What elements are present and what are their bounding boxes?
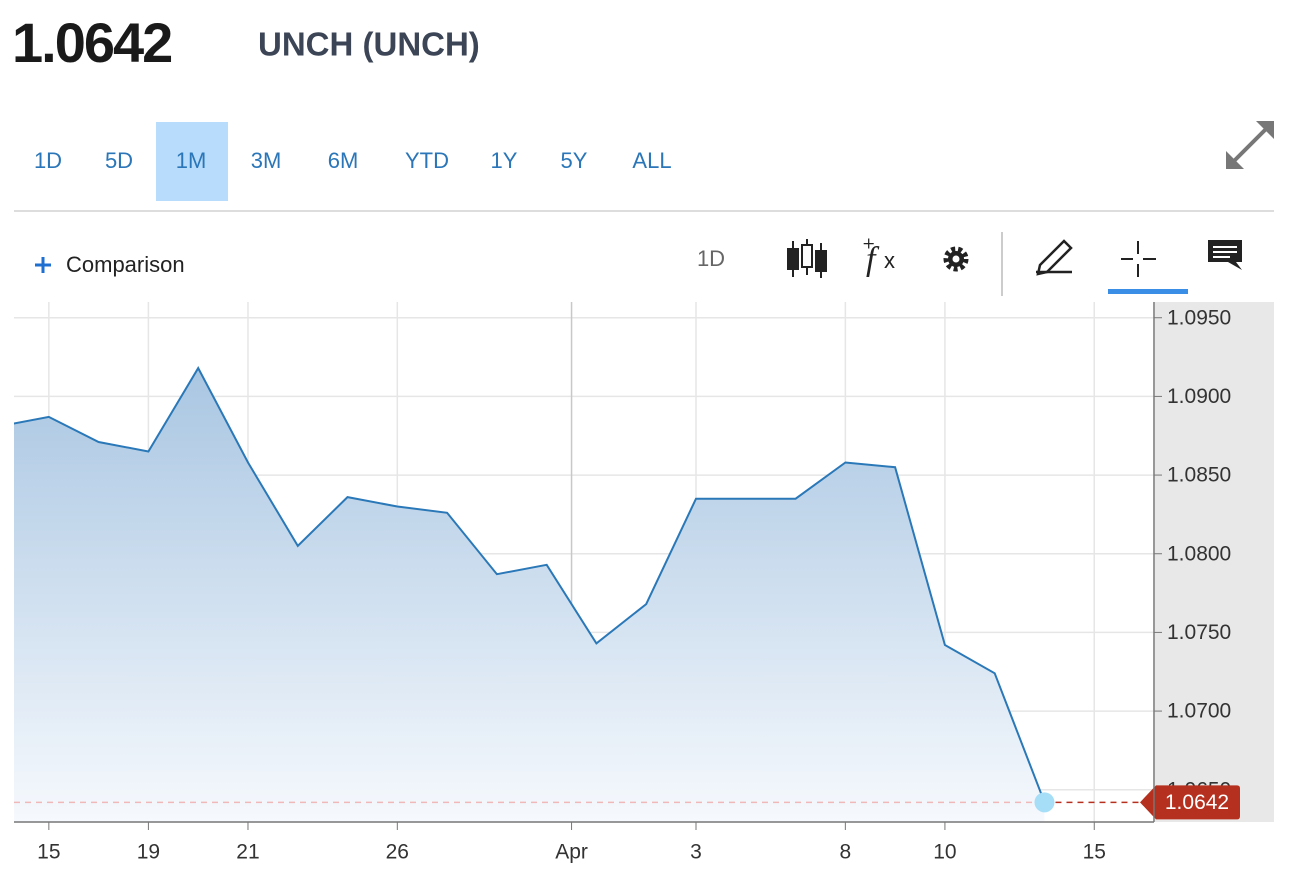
svg-text:f: f [866,241,880,278]
price: 1.0642 [12,11,171,74]
svg-text:x: x [884,248,895,273]
axis-panel [1155,302,1274,822]
area-fill [14,368,1045,822]
x-tick-label: Apr [555,841,588,864]
timeframe-button[interactable]: YTD [405,148,449,173]
indicators-icon[interactable]: + f x [862,234,895,278]
x-tick-label: 10 [933,841,956,864]
y-tick-label: 1.0900 [1167,385,1231,408]
svg-text:+: + [862,234,875,253]
timeframe-selected [156,122,228,201]
y-tick-label: 1.0950 [1167,306,1231,329]
comparison-button[interactable]: Comparison [35,252,185,277]
active-tool-indicator [1108,289,1188,294]
timeframe-button[interactable]: ALL [632,148,671,173]
expand-icon[interactable] [1226,121,1274,169]
comparison-label: Comparison [66,252,185,277]
timeframe-button[interactable]: 3M [251,148,282,173]
x-tick-label: 19 [137,841,160,864]
last-price-label: 1.0642 [1165,791,1229,814]
price-line [14,366,1046,803]
x-tick-label: 3 [690,841,702,864]
x-tick-label: 15 [37,841,60,864]
x-tick-label: 15 [1083,841,1106,864]
y-tick-label: 1.0800 [1167,542,1231,565]
timeframe-button[interactable]: 1M [176,148,207,173]
timeframe-button[interactable]: 5Y [561,148,588,173]
last-price-badge [1140,785,1240,820]
y-tick-label: 1.0750 [1167,621,1231,644]
x-tick-label: 26 [386,841,409,864]
x-tick-label: 8 [840,841,852,864]
interval-button[interactable]: 1D [697,246,725,271]
timeframe-button[interactable]: 6M [328,148,359,173]
comments-icon[interactable] [1208,240,1242,270]
settings-icon[interactable] [943,246,969,272]
y-tick-label: 1.0700 [1167,700,1231,723]
instrument-name: UNCH (UNCH) [258,26,480,63]
last-point [1034,792,1055,813]
chart-type-icon[interactable] [787,239,827,278]
x-tick-label: 21 [236,841,259,864]
timeframe-button[interactable]: 1Y [491,148,518,173]
y-tick-label: 1.0850 [1167,464,1231,487]
crosshair-icon[interactable] [1121,241,1156,277]
timeframe-button[interactable]: 1D [34,148,62,173]
timeframe-button[interactable]: 5D [105,148,133,173]
draw-icon[interactable] [1036,239,1073,276]
